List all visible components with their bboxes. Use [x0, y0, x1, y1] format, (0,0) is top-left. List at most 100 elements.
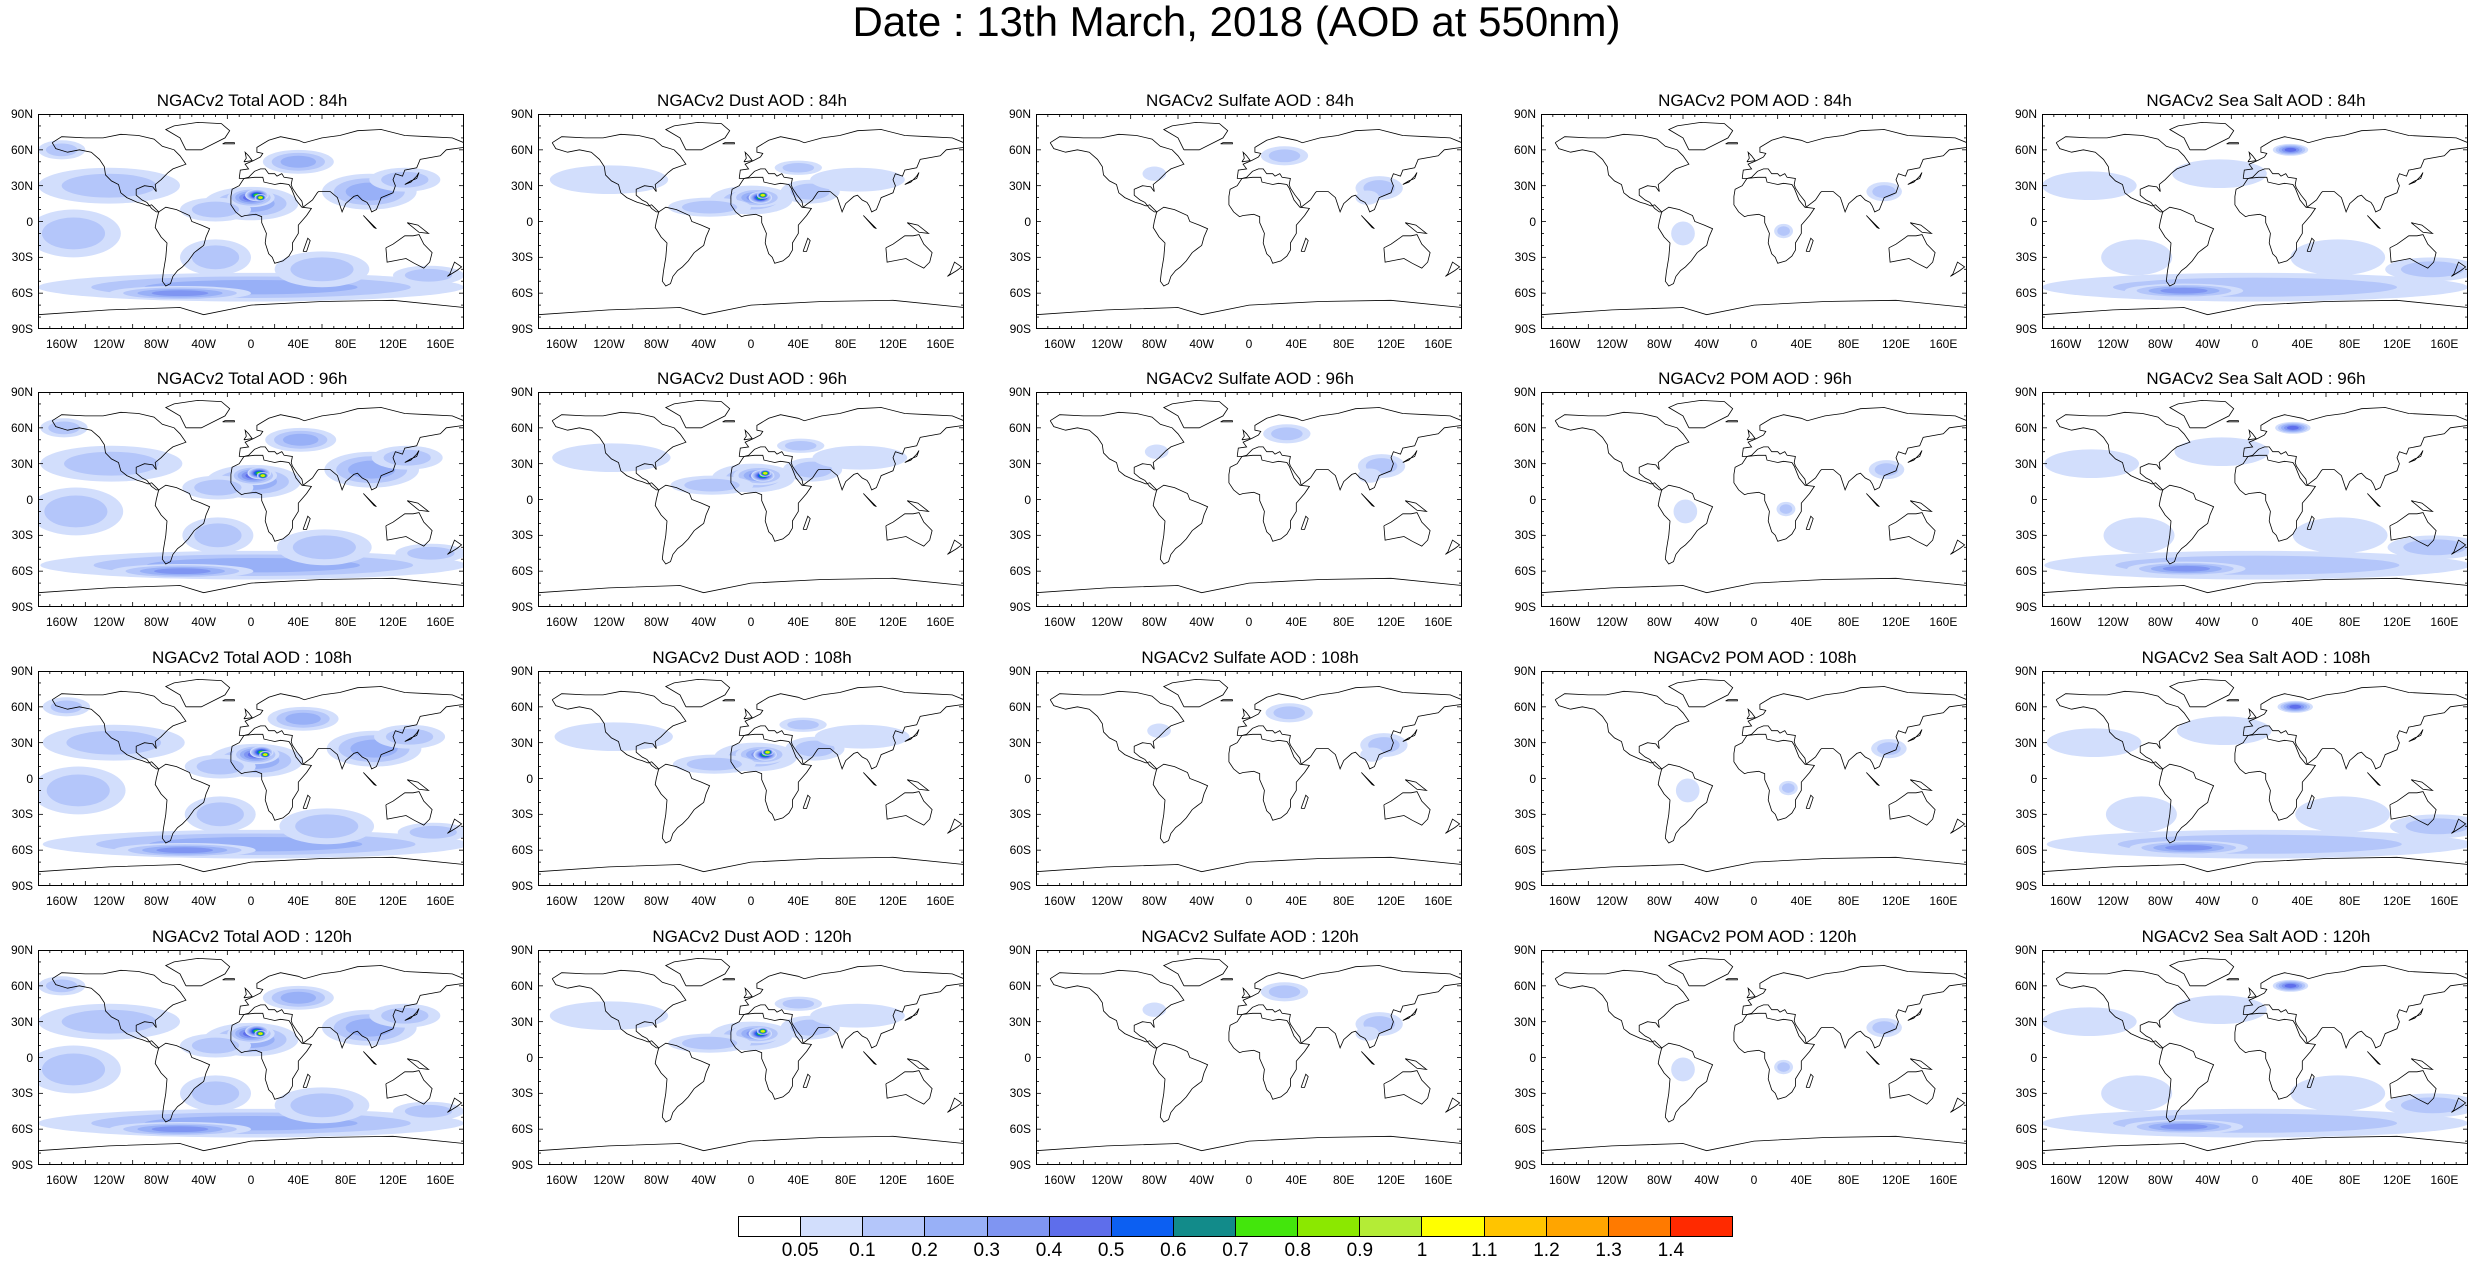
coastline: [404, 172, 420, 185]
y-tick-label: 60S: [511, 1122, 533, 1137]
coastline: [1725, 142, 1738, 145]
coastline: [551, 690, 687, 770]
panel-title: NGACv2 Sea Salt AOD : 108h: [2141, 648, 2371, 667]
map-panel: NGACv2 Dust AOD : 120h 90N 60N 30N 0 30S 60S 90…: [500, 928, 970, 1198]
aod-field-contour: [153, 568, 211, 575]
map-frame: [1541, 392, 1967, 607]
aod-field-contour: [66, 730, 162, 755]
y-tick-label: 60N: [10, 142, 33, 157]
coastline: [406, 1058, 430, 1070]
y-tick-label: 90N: [2014, 385, 2037, 399]
x-tick-label: 80E: [1837, 615, 1860, 629]
aod-field-contour: [1877, 742, 1901, 756]
x-tick-label: 0: [747, 1173, 755, 1187]
y-tick-label: 90S: [1514, 322, 1536, 336]
y-tick-label: 90N: [1008, 385, 1031, 399]
aod-field-contour: [191, 1081, 240, 1106]
aod-field-contour: [684, 478, 740, 492]
x-tick-label: 120E: [1376, 1173, 1406, 1187]
y-tick-label: 30N: [2014, 456, 2037, 471]
coastline: [1383, 234, 1431, 269]
x-tick-label: 0: [1750, 1173, 1758, 1187]
x-tick-label: 120W: [1596, 337, 1628, 351]
x-tick-label: 80E: [834, 1173, 857, 1187]
coastline: [1241, 150, 1251, 163]
x-tick-label: 120E: [878, 894, 908, 908]
x-tick-label: 40E: [2291, 337, 2313, 351]
y-tick-label: 0: [26, 771, 33, 786]
coastline: [1909, 779, 1933, 791]
world-map: [38, 950, 464, 1165]
aod-field-contour: [761, 1030, 764, 1032]
x-tick-label: 40W: [1694, 337, 1719, 351]
y-tick-label: 30S: [2015, 1086, 2037, 1101]
y-tick-label: 90N: [510, 943, 533, 957]
coastline: [1404, 1058, 1428, 1070]
coastline: [51, 133, 187, 213]
coastline: [1667, 678, 1734, 708]
coastline: [551, 133, 687, 213]
aod-field-contour: [64, 451, 159, 476]
coastline: [230, 454, 313, 542]
aod-field-contour: [1144, 444, 1169, 459]
coastline: [1741, 686, 1967, 771]
coastline: [906, 1058, 930, 1070]
coastline: [2367, 215, 2381, 230]
coastline: [154, 206, 211, 287]
world-map: [1036, 114, 1462, 329]
coastline: [1162, 678, 1229, 708]
y-tick-label: 0: [1529, 214, 1536, 229]
coastline: [1909, 500, 1933, 512]
colorbar-label: 0.5: [1097, 1240, 1125, 1261]
y-tick-label: 0: [26, 1050, 33, 1065]
panel-title: NGACv2 Sulfate AOD : 108h: [1141, 648, 1359, 667]
x-tick-label: 120E: [1881, 337, 1911, 351]
aod-field-contour: [1357, 468, 1382, 483]
map-panel: NGACv2 Dust AOD : 108h 90N 60N 30N 0 30S 60S 90…: [500, 649, 970, 919]
colorbar-swatch: [1049, 1217, 1112, 1236]
coastline: [2158, 1042, 2215, 1123]
coastline: [302, 237, 311, 252]
x-tick-label: 40W: [1189, 894, 1214, 908]
x-tick-label: 40E: [787, 894, 809, 908]
coastline: [238, 407, 464, 492]
x-tick-label: 40E: [1790, 1173, 1812, 1187]
x-tick-label: 0: [2251, 894, 2259, 908]
y-tick-label: 30S: [1009, 528, 1031, 543]
x-tick-label: 160E: [1929, 337, 1958, 351]
coastline: [1049, 411, 1185, 491]
x-tick-label: 80E: [2338, 894, 2361, 908]
coastline: [1746, 150, 1756, 163]
x-tick-label: 120W: [2097, 615, 2129, 629]
aod-field-contour: [681, 1036, 738, 1050]
coastline: [1152, 763, 1209, 844]
coastline: [1805, 237, 1814, 252]
coastline: [885, 234, 933, 269]
aod-field-contour: [45, 979, 78, 993]
coastline: [1162, 957, 1229, 987]
aod-field-contour: [2105, 796, 2177, 833]
y-tick-label: 30S: [511, 528, 533, 543]
coastline: [2242, 407, 2468, 492]
x-tick-label: 40W: [1189, 1173, 1214, 1187]
y-tick-label: 60N: [1513, 699, 1536, 714]
x-tick-label: 120E: [1376, 894, 1406, 908]
coastline: [2247, 428, 2257, 441]
x-tick-label: 80E: [1332, 894, 1355, 908]
map-panel: NGACv2 POM AOD : 108h 90N 60N 30N 0 30S 60S 90S…: [1503, 649, 1973, 919]
x-tick-label: 80E: [834, 615, 857, 629]
aod-field-contour: [2101, 1075, 2173, 1112]
y-tick-label: 90N: [10, 664, 33, 678]
coastline: [1228, 1012, 1311, 1100]
x-tick-label: 40W: [1189, 615, 1214, 629]
x-tick-label: 160W: [2049, 894, 2082, 908]
aod-field-contour: [280, 991, 317, 1004]
map-frame: [1036, 392, 1462, 607]
y-tick-label: 60S: [1514, 286, 1536, 301]
aod-field-contour: [1673, 499, 1698, 524]
x-tick-label: 160E: [426, 894, 455, 908]
x-tick-label: 120E: [1376, 337, 1406, 351]
aod-field-contour: [1360, 747, 1384, 762]
coastline: [1402, 729, 1418, 742]
map-frame: [538, 950, 964, 1165]
